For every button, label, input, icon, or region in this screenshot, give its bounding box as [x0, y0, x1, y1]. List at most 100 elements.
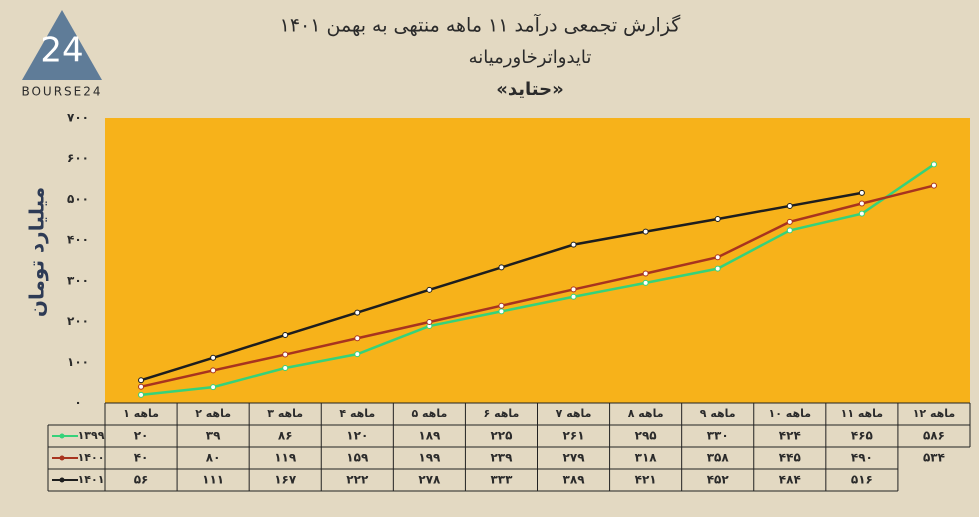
point	[210, 384, 217, 391]
y-tick-label: ۰	[74, 396, 81, 410]
table-value: ۴۲۱	[635, 473, 657, 487]
point	[858, 210, 865, 217]
point	[642, 279, 649, 286]
chart-subtitle: تایدواترخاورمیانه	[469, 47, 592, 68]
table-value: ۳۹	[206, 429, 221, 443]
x-tick-label: ۳ ماهه	[267, 407, 303, 420]
point	[930, 161, 937, 168]
table-value: ۱۱۱	[202, 473, 224, 487]
table-value: ۸۰	[206, 451, 221, 465]
table-value: ۴۸۴	[779, 473, 801, 487]
table-value: ۵۸۶	[923, 429, 945, 443]
x-tick-label: ۵ ماهه	[411, 407, 447, 420]
table-value: ۴۲۴	[779, 429, 801, 443]
point	[858, 189, 865, 196]
table-value: ۲۶۱	[563, 429, 585, 443]
point	[210, 354, 217, 361]
table-value: ۲۳۹	[490, 451, 513, 465]
x-tick-label: ۴ ماهه	[339, 407, 375, 420]
table-value: ۴۶۵	[851, 429, 873, 443]
table-value: ۵۱۶	[851, 473, 873, 487]
y-axis-label: میلیارد تومان	[25, 187, 49, 317]
point	[138, 377, 145, 384]
table-value: ۳۸۹	[563, 473, 586, 487]
table-value: ۴۹۰	[851, 451, 873, 465]
table-value: ۸۶	[278, 429, 293, 443]
table-value: ۲۲۲	[346, 473, 369, 487]
legend-marker	[59, 455, 65, 461]
x-tick-label: ۱ ماهه	[123, 407, 159, 420]
table-value: ۱۹۹	[418, 451, 441, 465]
y-tick-label: ۷۰۰	[67, 111, 89, 125]
point	[282, 364, 289, 371]
table-value: ۲۷۸	[418, 473, 441, 487]
logo-text: BOURSE24	[21, 85, 102, 99]
point	[138, 383, 145, 390]
point	[210, 367, 217, 374]
series-line	[140, 184, 935, 388]
table-value: ۲۰	[134, 429, 149, 443]
point	[570, 286, 577, 293]
point	[498, 302, 505, 309]
table-value: ۴۵۲	[707, 473, 730, 487]
table-value: ۲۷۹	[563, 451, 586, 465]
point	[786, 202, 793, 209]
point	[498, 264, 505, 271]
point	[570, 293, 577, 300]
table-value: ۳۵۸	[707, 451, 730, 465]
point	[714, 265, 721, 272]
x-tick-label: ۷ ماهه	[556, 407, 592, 420]
x-tick-label: ۶ ماهه	[484, 407, 520, 420]
table-value: ۲۲۵	[490, 429, 512, 443]
point	[930, 182, 937, 189]
legend-label: ۱۴۰۱	[78, 473, 105, 486]
chart-symbol: «حتاید»	[496, 79, 564, 100]
legend-marker	[59, 477, 65, 483]
point	[570, 241, 577, 248]
y-tick-label: ۳۰۰	[67, 273, 89, 287]
table-value: ۵۶	[134, 473, 149, 487]
y-tick-label: ۵۰۰	[67, 192, 89, 206]
point	[282, 351, 289, 358]
table-value: ۳۳۰	[707, 429, 729, 443]
logo-mark: 24	[40, 31, 83, 71]
point	[138, 391, 145, 398]
point	[426, 286, 433, 293]
y-tick-label: ۲۰۰	[67, 314, 89, 328]
y-tick-label: ۴۰۰	[67, 233, 89, 247]
table-value: ۱۶۷	[274, 473, 297, 487]
point	[786, 227, 793, 234]
x-tick-label: ۱۲ ماهه	[913, 407, 956, 420]
x-tick-label: ۱۱ ماهه	[841, 407, 884, 420]
logo-shape	[22, 10, 102, 80]
point	[282, 332, 289, 339]
y-tick-label: ۱۰۰	[67, 355, 89, 369]
table-value: ۳۱۸	[635, 451, 658, 465]
point	[354, 309, 361, 316]
point	[786, 218, 793, 225]
point	[642, 270, 649, 277]
plot-area	[105, 118, 970, 403]
legend-marker	[59, 433, 65, 439]
x-tick-label: ۲ ماهه	[195, 407, 231, 420]
legend-label: ۱۳۹۹	[78, 429, 105, 442]
table-value: ۱۱۹	[274, 451, 297, 465]
table-value: ۳۳۳	[490, 473, 513, 487]
table-value: ۱۵۹	[346, 451, 369, 465]
legend-label: ۱۴۰۰	[78, 451, 105, 464]
point	[498, 308, 505, 315]
series-line	[140, 163, 935, 397]
table-value: ۲۹۵	[635, 429, 657, 443]
point	[858, 200, 865, 207]
table-value: ۱۸۹	[418, 429, 441, 443]
point	[714, 215, 721, 222]
point	[642, 228, 649, 235]
x-tick-label: ۱۰ ماهه	[769, 407, 812, 420]
x-tick-label: ۸ ماهه	[628, 407, 664, 420]
point	[354, 351, 361, 358]
chart-title: گزارش تجمعی درآمد ۱۱ ماهه منتهی به بهمن …	[280, 13, 682, 37]
x-tick-label: ۹ ماهه	[700, 407, 736, 420]
point	[426, 318, 433, 325]
y-tick-label: ۶۰۰	[67, 151, 89, 165]
